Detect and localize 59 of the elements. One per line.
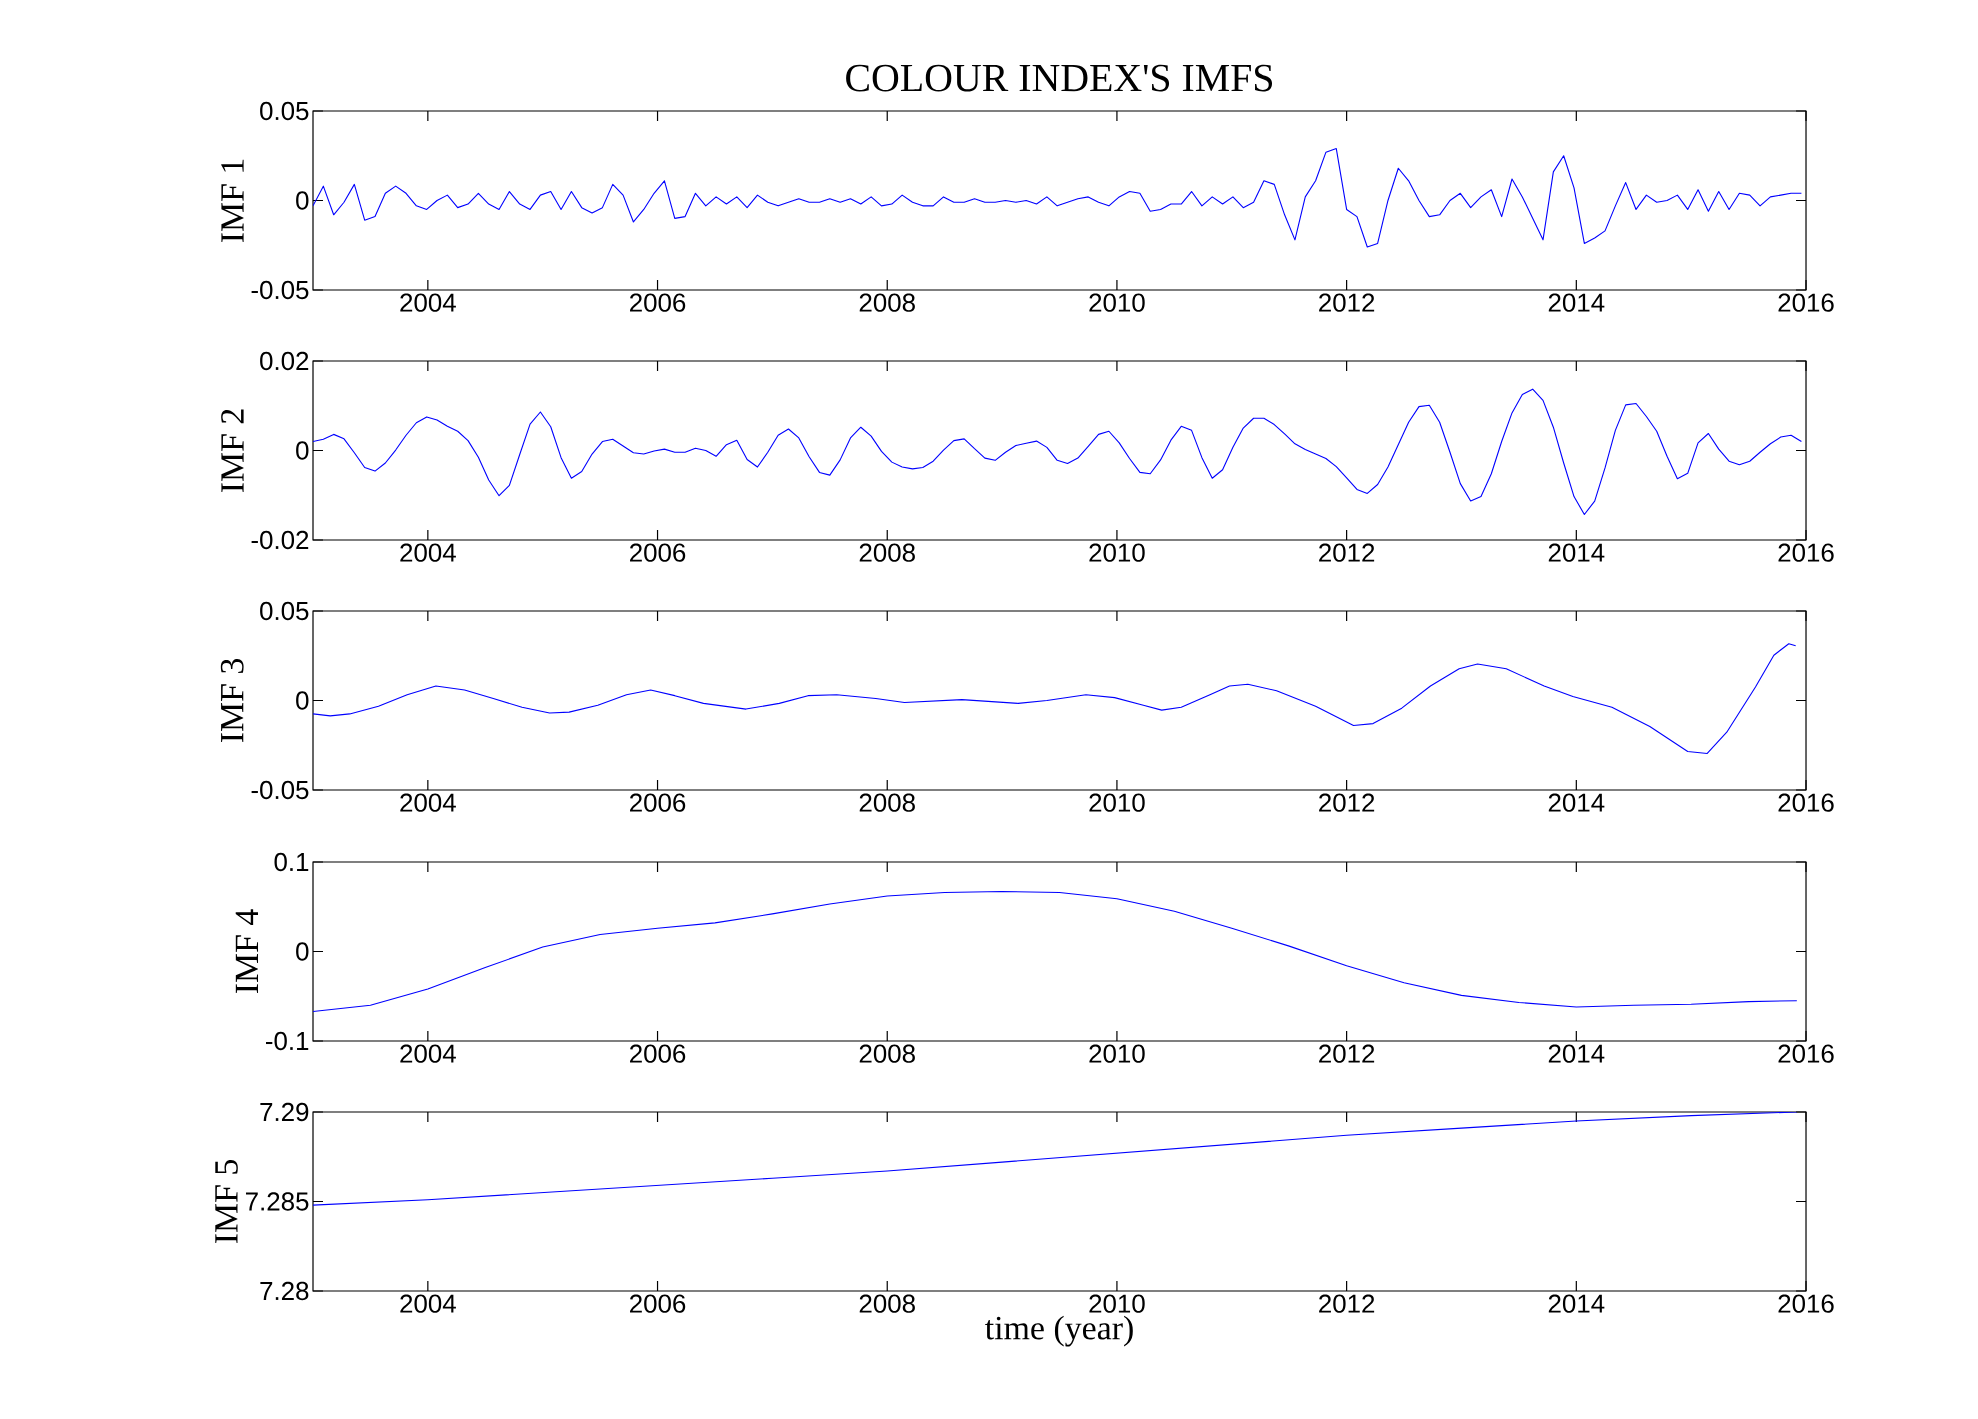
x-tick-label: 2014	[1548, 293, 1605, 312]
x-tick-label: 2006	[630, 1044, 686, 1063]
x-tick-label: 2004	[400, 793, 456, 812]
x-tick-label: 2016	[1778, 1044, 1834, 1063]
x-tick-label: 2010	[1089, 793, 1145, 812]
y-tick-label: 0.05	[260, 101, 309, 121]
y-axis-title: IMF 4	[235, 909, 259, 994]
y-tick-label: 0	[296, 191, 309, 210]
line-series	[313, 643, 1797, 755]
x-tick-label: 2016	[1778, 543, 1834, 562]
x-tick-label: 2008	[859, 1294, 915, 1313]
x-tick-label: 2008	[859, 793, 915, 812]
y-tick-label: 0.02	[260, 351, 309, 371]
x-tick-label: 2004	[400, 293, 456, 312]
x-axis-title: time (year)	[985, 1315, 1133, 1347]
y-tick-label: 0	[296, 691, 309, 710]
x-tick-label: 2008	[859, 1044, 915, 1063]
x-tick-label: 2012	[1319, 1294, 1375, 1313]
y-axis-title: IMF 5	[215, 1160, 238, 1244]
y-axis-title: IMF 2	[221, 409, 244, 493]
y-axis-title: IMF 1	[221, 159, 244, 243]
x-tick-label: 2004	[400, 1044, 456, 1063]
x-tick-label: 2008	[859, 293, 915, 312]
line-series	[313, 890, 1798, 1013]
x-tick-label: 2010	[1089, 543, 1145, 562]
y-tick-label: 0	[296, 942, 309, 961]
x-tick-label: 2010	[1089, 1044, 1145, 1063]
x-tick-label: 2014	[1548, 1044, 1605, 1063]
x-tick-label: 2012	[1319, 543, 1375, 562]
y-tick-label: -0.1	[266, 1031, 309, 1051]
y-tick-label: 7.29	[260, 1102, 309, 1122]
x-tick-label: 2012	[1319, 1044, 1375, 1063]
x-tick-label: 2004	[400, 1294, 456, 1313]
y-tick-label: 7.285	[245, 1192, 309, 1211]
x-tick-label: 2008	[859, 543, 915, 562]
x-tick-label: 2006	[630, 1294, 686, 1313]
y-tick-label: -0.02	[251, 530, 309, 550]
y-tick-label: -0.05	[251, 280, 309, 300]
x-tick-label: 2016	[1778, 293, 1834, 312]
x-tick-label: 2012	[1319, 293, 1375, 312]
x-tick-label: 2016	[1778, 1294, 1834, 1313]
x-tick-label: 2006	[630, 293, 686, 312]
x-tick-label: 2016	[1778, 793, 1834, 812]
y-tick-label: 0.05	[260, 601, 309, 621]
x-tick-label: 2010	[1089, 1294, 1145, 1313]
x-tick-label: 2006	[630, 793, 686, 812]
x-tick-label: 2014	[1548, 793, 1605, 812]
x-tick-label: 2010	[1089, 293, 1145, 312]
x-tick-label: 2012	[1319, 793, 1375, 812]
y-tick-label: 7.28	[260, 1281, 309, 1301]
y-tick-label: 0.1	[274, 852, 309, 872]
x-tick-label: 2014	[1548, 543, 1605, 562]
x-tick-label: 2006	[630, 543, 686, 562]
x-tick-label: 2014	[1548, 1294, 1605, 1313]
y-tick-label: -0.05	[251, 780, 309, 800]
y-axis-title: IMF 3	[220, 659, 244, 743]
x-tick-label: 2004	[400, 543, 456, 562]
chart-title: COLOUR INDEX'S IMFS	[846, 64, 1273, 92]
y-tick-label: 0	[296, 441, 309, 460]
